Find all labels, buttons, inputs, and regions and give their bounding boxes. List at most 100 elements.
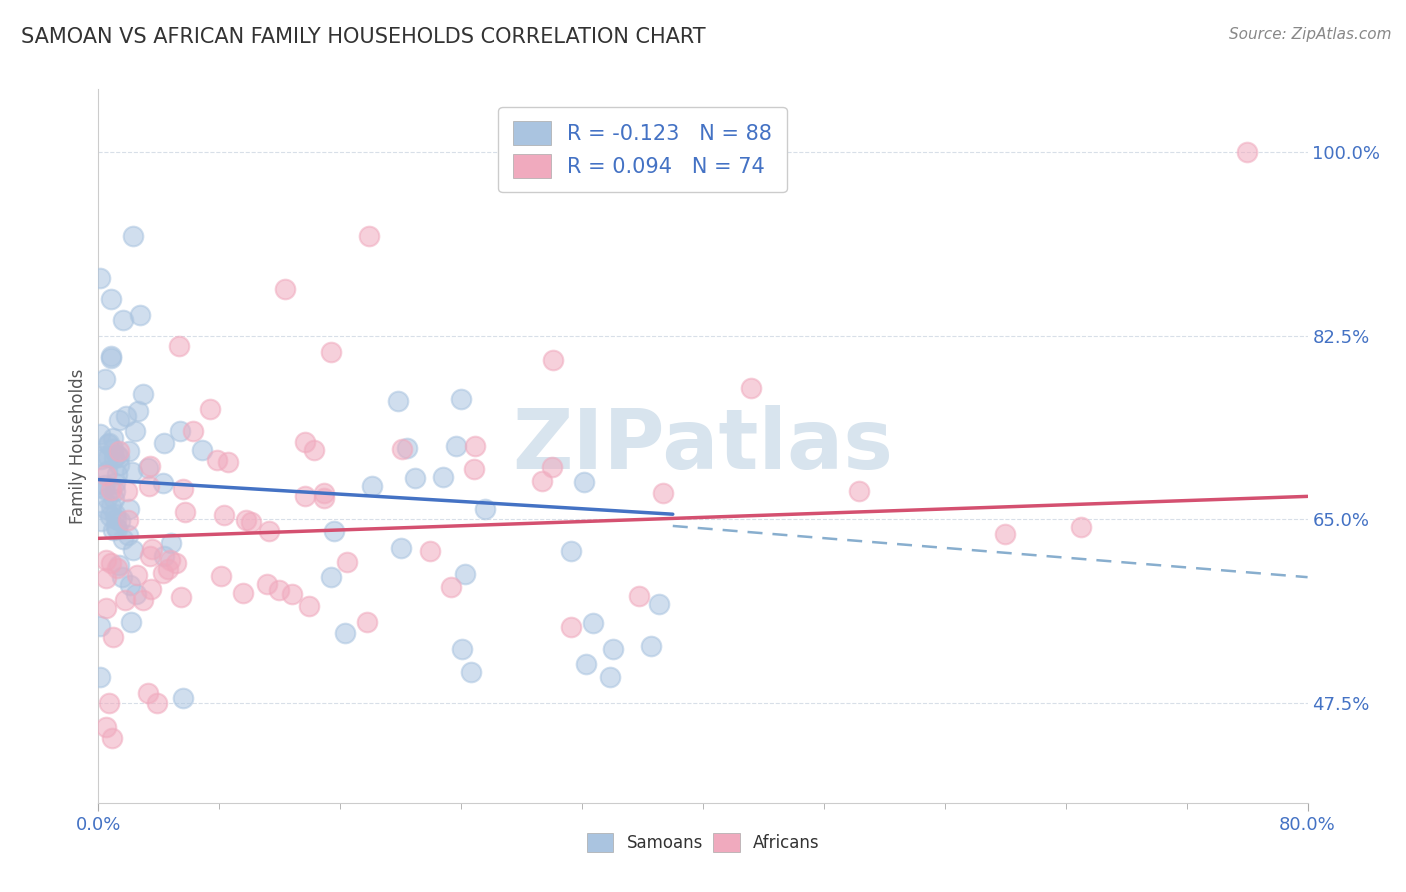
Point <box>1236 145 1258 160</box>
Point <box>96 491 118 506</box>
Point <box>396 441 419 455</box>
Point <box>540 460 562 475</box>
Point <box>212 508 235 522</box>
Point <box>389 541 412 555</box>
Point <box>167 339 190 353</box>
Point <box>530 474 553 488</box>
Point <box>319 344 342 359</box>
Point <box>209 569 232 583</box>
Point <box>172 690 194 705</box>
Point <box>257 524 280 538</box>
Point <box>172 482 194 496</box>
Point <box>100 483 122 497</box>
Point <box>294 435 316 450</box>
Point <box>125 567 148 582</box>
Point <box>181 425 204 439</box>
Point <box>94 571 117 585</box>
Point <box>152 475 174 490</box>
Point <box>100 556 122 570</box>
Point <box>174 506 197 520</box>
Point <box>460 665 482 679</box>
Point <box>391 442 413 456</box>
Point <box>94 477 117 491</box>
Point <box>115 483 138 498</box>
Point <box>273 282 295 296</box>
Point <box>294 490 316 504</box>
Point <box>170 591 193 605</box>
Point <box>322 524 344 539</box>
Point <box>575 657 598 671</box>
Point <box>302 443 325 458</box>
Point <box>120 615 142 629</box>
Point <box>132 592 155 607</box>
Point <box>104 507 127 521</box>
Point <box>141 541 163 556</box>
Point <box>89 426 111 441</box>
Point <box>94 467 117 482</box>
Point <box>105 522 128 536</box>
Text: ZIPatlas: ZIPatlas <box>513 406 893 486</box>
Point <box>141 582 163 596</box>
Point <box>157 561 180 575</box>
Point <box>111 532 134 546</box>
Point <box>94 601 117 615</box>
Point <box>574 475 596 489</box>
Point <box>159 552 181 566</box>
Point <box>464 439 486 453</box>
Point <box>127 404 149 418</box>
Point <box>117 513 139 527</box>
Point <box>108 413 131 427</box>
Point <box>103 492 125 507</box>
Point <box>169 424 191 438</box>
Point <box>122 543 145 558</box>
Point <box>404 471 426 485</box>
Point <box>124 424 146 438</box>
Point <box>205 452 228 467</box>
Point <box>198 402 221 417</box>
Point <box>336 555 359 569</box>
Point <box>359 229 381 244</box>
Point <box>107 558 129 572</box>
Point <box>105 448 128 462</box>
Point <box>110 570 132 584</box>
Point <box>98 508 121 523</box>
Y-axis label: Family Households: Family Households <box>69 368 87 524</box>
Point <box>93 482 115 496</box>
Point <box>432 470 454 484</box>
Point <box>101 731 124 746</box>
Point <box>1070 520 1092 534</box>
Point <box>652 486 675 500</box>
Point <box>138 478 160 492</box>
Point <box>640 639 662 653</box>
Point <box>108 443 131 458</box>
Point <box>90 451 112 466</box>
Point <box>112 313 135 327</box>
Point <box>281 587 304 601</box>
Point <box>105 561 128 575</box>
Point <box>101 431 124 445</box>
Point <box>94 720 117 734</box>
Point <box>136 685 159 699</box>
Point <box>107 450 129 464</box>
Point <box>101 630 124 644</box>
Point <box>314 491 336 505</box>
Point <box>160 536 183 550</box>
Point <box>104 520 127 534</box>
Point <box>118 502 141 516</box>
Point <box>267 582 290 597</box>
Point <box>543 352 565 367</box>
Point <box>105 467 128 481</box>
Point <box>101 523 124 537</box>
Point <box>454 567 477 582</box>
Point <box>582 616 605 631</box>
Point <box>463 461 485 475</box>
Point <box>648 597 671 611</box>
Point <box>114 592 136 607</box>
Point <box>94 553 117 567</box>
Point <box>153 435 176 450</box>
Point <box>91 449 114 463</box>
Point <box>89 670 111 684</box>
Point <box>232 586 254 600</box>
Point <box>627 589 650 603</box>
Point <box>97 435 120 450</box>
